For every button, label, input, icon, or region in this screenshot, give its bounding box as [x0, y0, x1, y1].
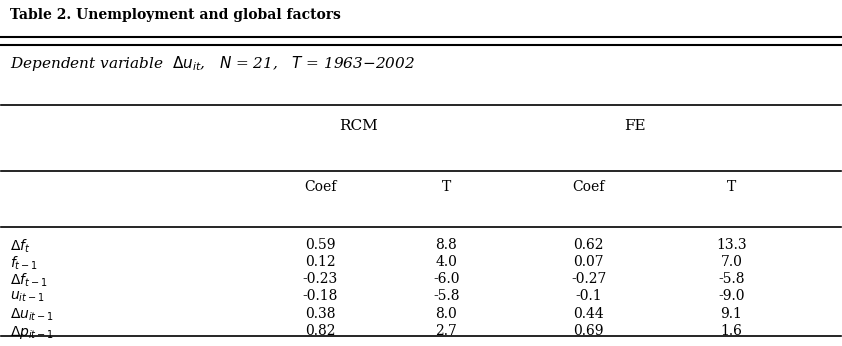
Text: 0.69: 0.69 — [573, 324, 604, 338]
Text: T: T — [727, 180, 736, 194]
Text: 1.6: 1.6 — [721, 324, 743, 338]
Text: 4.0: 4.0 — [435, 255, 457, 269]
Text: Dependent variable  $\Delta u_{it}$,   $N$ = 21,   $T$ = 1963$-$2002: Dependent variable $\Delta u_{it}$, $N$ … — [10, 54, 415, 73]
Text: 0.38: 0.38 — [305, 307, 336, 321]
Text: Coef: Coef — [573, 180, 605, 194]
Text: 8.0: 8.0 — [435, 307, 457, 321]
Text: -0.1: -0.1 — [576, 289, 602, 303]
Text: $\Delta f_{t-1}$: $\Delta f_{t-1}$ — [10, 272, 47, 290]
Text: 0.12: 0.12 — [305, 255, 336, 269]
Text: $f_{t-1}$: $f_{t-1}$ — [10, 255, 38, 272]
Text: -0.27: -0.27 — [571, 272, 606, 286]
Text: 13.3: 13.3 — [717, 237, 747, 252]
Text: -6.0: -6.0 — [433, 272, 460, 286]
Text: 0.07: 0.07 — [573, 255, 605, 269]
Text: RCM: RCM — [338, 119, 377, 133]
Text: 0.62: 0.62 — [573, 237, 604, 252]
Text: 0.59: 0.59 — [305, 237, 336, 252]
Text: -9.0: -9.0 — [718, 289, 745, 303]
Text: Coef: Coef — [304, 180, 337, 194]
Text: FE: FE — [624, 119, 646, 133]
Text: -5.8: -5.8 — [718, 272, 745, 286]
Text: T: T — [441, 180, 450, 194]
Text: Table 2. Unemployment and global factors: Table 2. Unemployment and global factors — [10, 8, 341, 22]
Text: 2.7: 2.7 — [435, 324, 457, 338]
Text: -5.8: -5.8 — [433, 289, 460, 303]
Text: $\Delta u_{it-1}$: $\Delta u_{it-1}$ — [10, 307, 54, 323]
Text: -0.18: -0.18 — [302, 289, 338, 303]
Text: $\Delta p_{it-1}$: $\Delta p_{it-1}$ — [10, 324, 54, 341]
Text: 9.1: 9.1 — [721, 307, 743, 321]
Text: 7.0: 7.0 — [721, 255, 743, 269]
Text: 8.8: 8.8 — [435, 237, 457, 252]
Text: 0.44: 0.44 — [573, 307, 605, 321]
Text: $\Delta f_t$: $\Delta f_t$ — [10, 237, 30, 255]
Text: -0.23: -0.23 — [302, 272, 338, 286]
Text: $u_{it-1}$: $u_{it-1}$ — [10, 289, 45, 304]
Text: 0.82: 0.82 — [305, 324, 336, 338]
